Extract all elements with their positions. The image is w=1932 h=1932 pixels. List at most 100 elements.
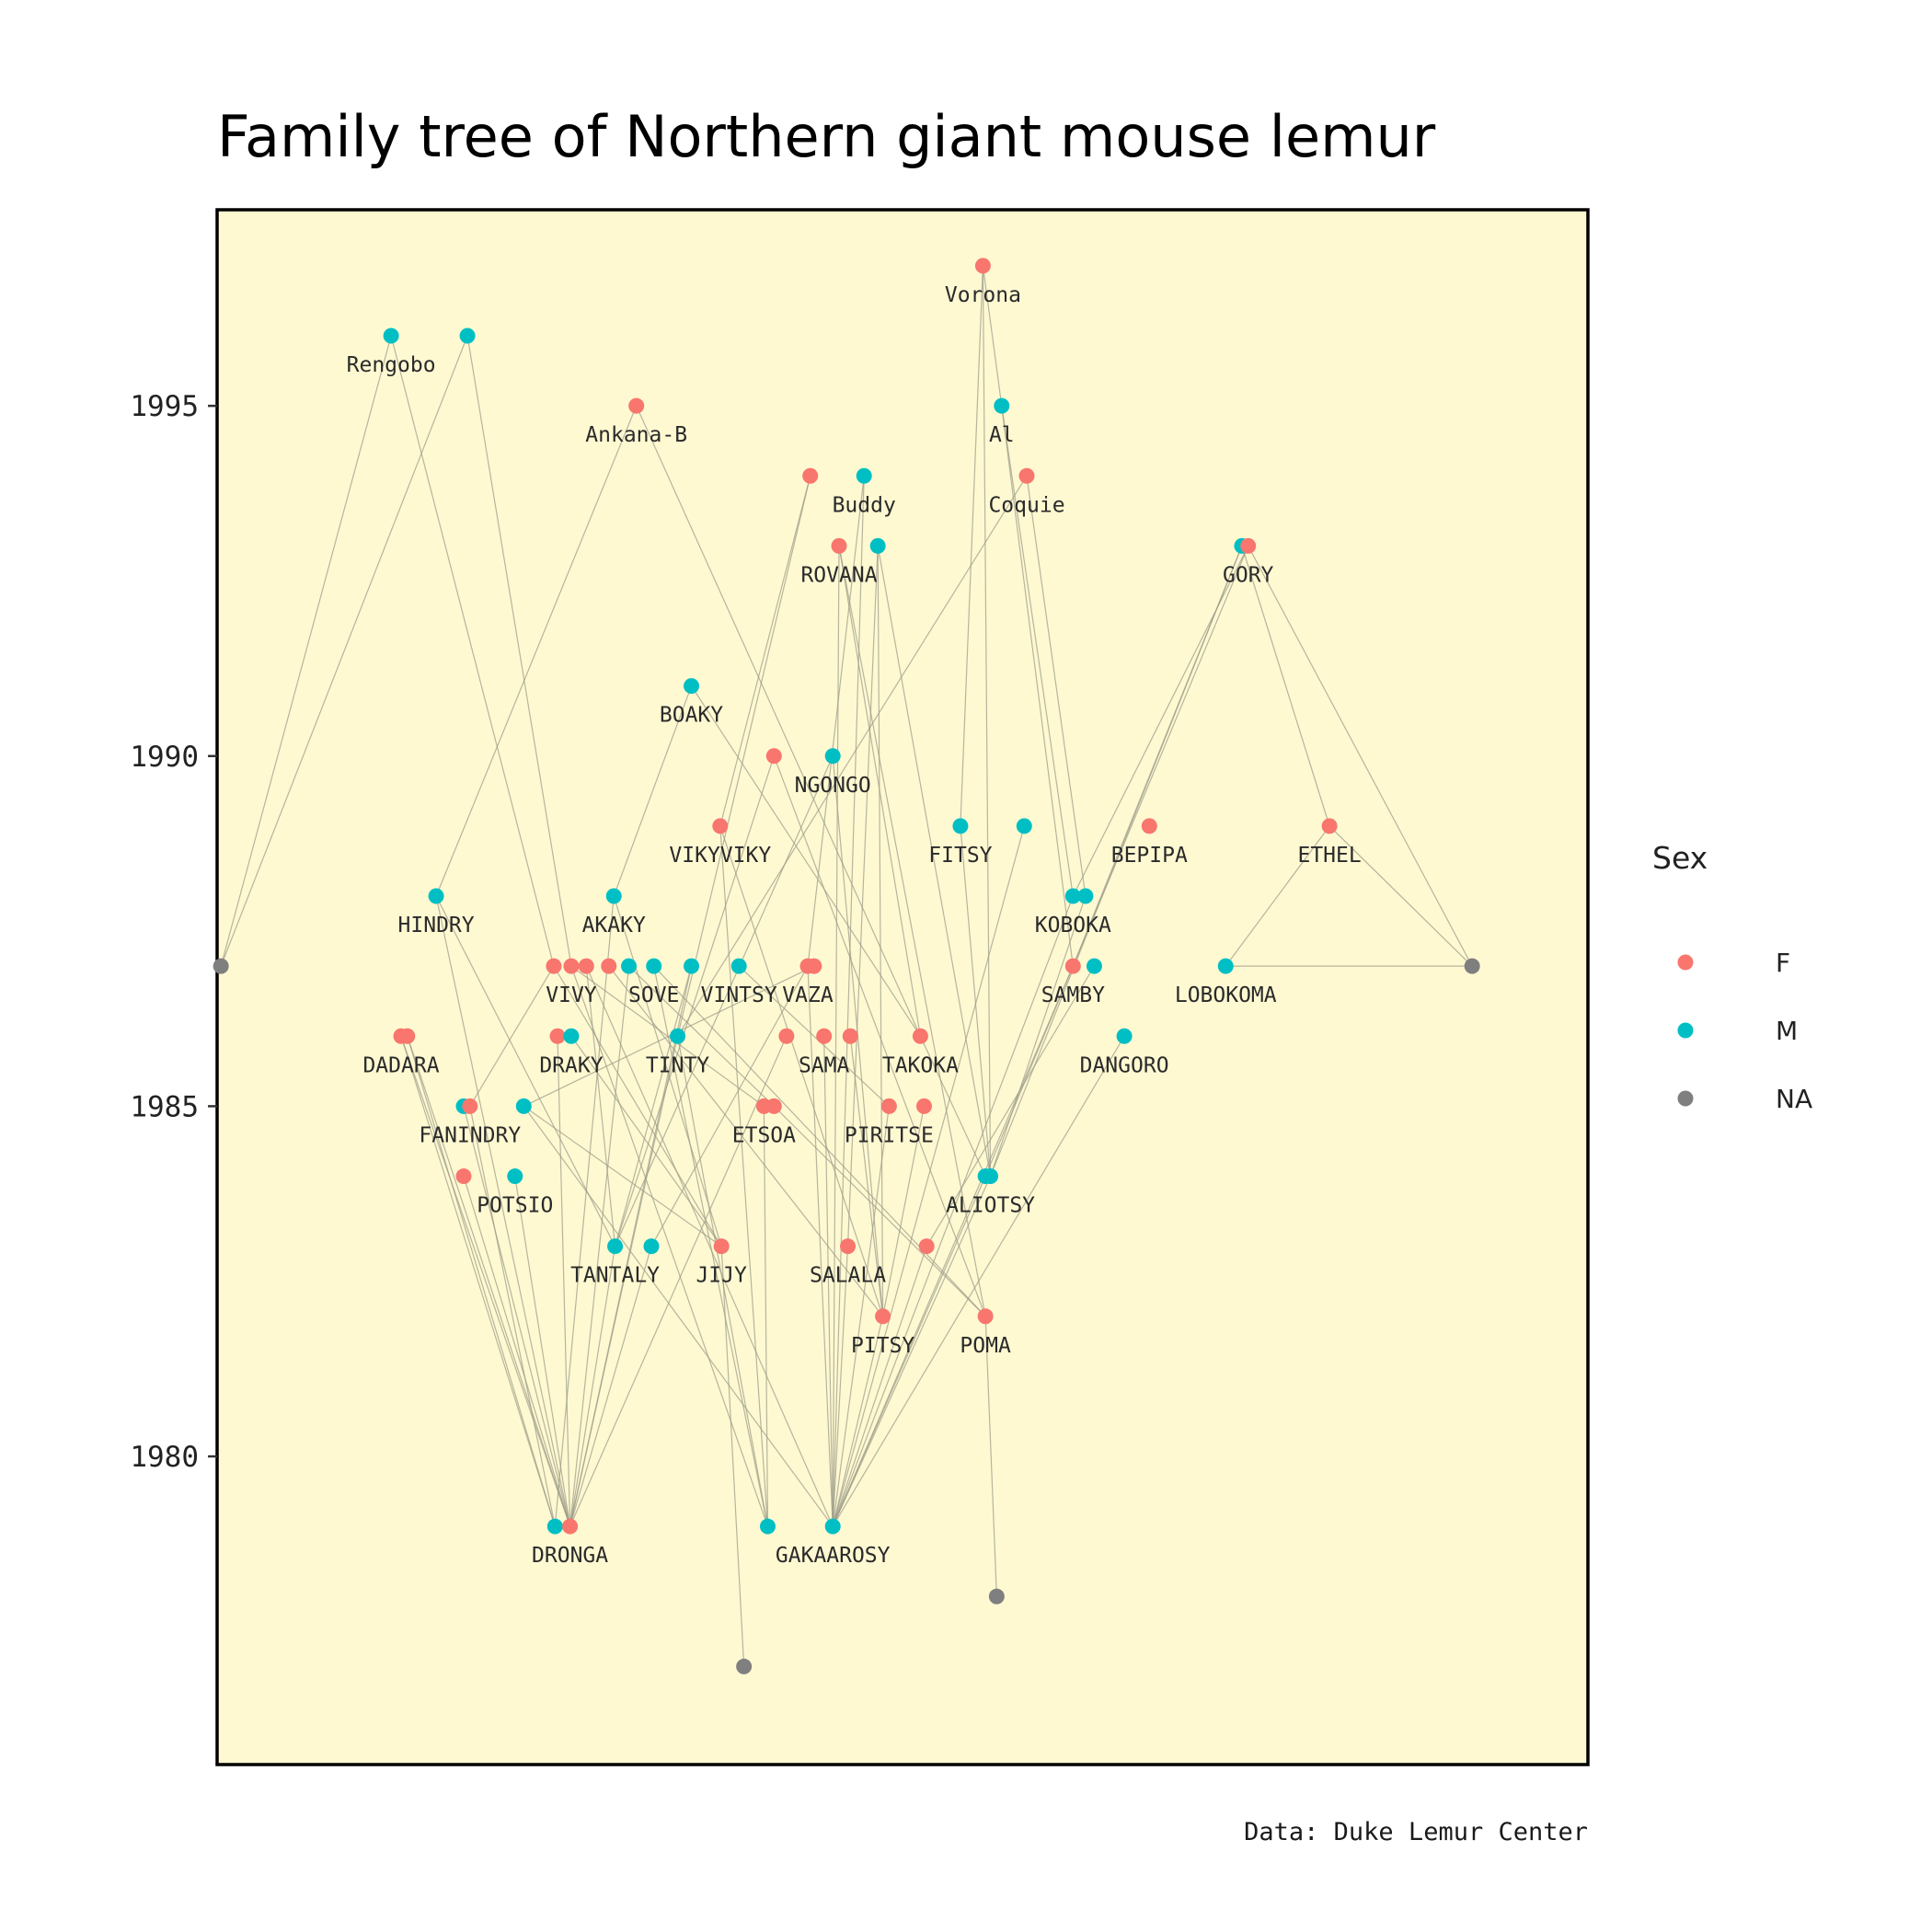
edge-ankana-takoka: [636, 405, 921, 1037]
edge-etsoa2-poma: [773, 1105, 986, 1317]
edge-draky-jijy: [570, 1035, 722, 1248]
node-bepipa: [1141, 818, 1157, 834]
node-label-draky: DRAKY: [539, 1053, 603, 1077]
edge-vikyviky-gakaa: [719, 825, 769, 1527]
node-label-fitsy: FITSY: [928, 844, 992, 868]
node-f_b: [802, 467, 819, 484]
node-aliotsy: [983, 1168, 999, 1185]
y-axis: 1980 1985 1990 1995: [130, 390, 217, 1474]
node-rovana: [831, 537, 847, 554]
node-koboka: [1064, 888, 1081, 904]
edge-f_p2-pitsy: [882, 1106, 926, 1317]
node-tantaly: [607, 1238, 624, 1255]
node-f_s1: [778, 1028, 795, 1044]
node-pitsy: [875, 1308, 891, 1325]
node-label-poma: POMA: [960, 1334, 1011, 1358]
edge-dadara-dronga: [400, 1036, 571, 1527]
edge-al-samby: [1001, 406, 1074, 967]
node-label-jijy: JIJY: [696, 1264, 747, 1288]
node-label-vikyviky: VIKYVIKY: [669, 844, 771, 868]
node-label-fanindry: FANINDRY: [419, 1123, 521, 1147]
node-label-coquie: Coquie: [988, 493, 1064, 517]
edge-vivy3-tantaly: [585, 966, 616, 1247]
y-tick-label-1985: 1985: [130, 1090, 199, 1123]
edge-gory_m-ethel: [1241, 546, 1330, 827]
node-poma: [977, 1308, 994, 1325]
node-draky_f: [549, 1028, 566, 1044]
legend-title: Sex: [1652, 840, 1708, 876]
edge-etsoa-gakaa: [763, 1106, 769, 1527]
node-label-ankana: Ankana-B: [585, 423, 687, 447]
legend-label-na: NA: [1776, 1084, 1812, 1114]
edge-vorona-aliotsy: [982, 265, 992, 1177]
y-tick-label-1980: 1980: [130, 1441, 199, 1474]
edge-ethel-lobokoma: [1225, 825, 1330, 967]
node-label-vorona: Vorona: [945, 283, 1021, 307]
label-layer: Vorona Rengobo Ankana-B Al Buddy Coquie ROVANA…: [347, 283, 1362, 1568]
edge-aliotsy_m-gakaarosy: [832, 1176, 986, 1527]
node-label-lobokoma: LOBOKOMA: [1175, 983, 1277, 1007]
node-akaky: [605, 888, 622, 904]
edge-aliotsy-gakaarosy: [832, 1176, 992, 1527]
edge-f_po-dronga: [463, 1176, 571, 1527]
node-ngongo: [824, 748, 841, 765]
edge-vorona-al: [982, 265, 1003, 407]
node-gakaa: [759, 1518, 776, 1535]
node-label-buddy: Buddy: [833, 493, 896, 517]
plot-panel: [215, 208, 1590, 1766]
edge-m_rov-aliotsy: [877, 546, 992, 1177]
edge-rengobo-vivy1: [390, 335, 555, 967]
node-label-dronga: DRONGA: [532, 1544, 608, 1568]
node-m_f3: [515, 1098, 532, 1114]
node-label-ngongo: NGONGO: [795, 774, 871, 798]
edge-rovana-gakaarosy: [832, 546, 840, 1527]
node-label-gory: GORY: [1223, 563, 1274, 587]
legend: Sex F M NA: [1652, 840, 1812, 1114]
node-label-salala: SALALA: [810, 1264, 886, 1288]
node-label-gakaarosy: GAKAAROSY: [776, 1544, 891, 1568]
edge-m_rov-pitsy: [877, 546, 884, 1317]
edge-tantaly-dronga: [569, 1246, 616, 1527]
edge-buddy-vaza: [807, 476, 865, 967]
edge-vivy1-fanindry: [469, 965, 555, 1107]
node-f_po: [455, 1168, 472, 1185]
edge-fitsy-aliotsy: [960, 825, 992, 1177]
edge-salala-gakaarosy: [832, 1246, 849, 1527]
node-f_s3: [842, 1028, 858, 1044]
node-piritse: [880, 1098, 897, 1114]
edge-dangoro-gakaarosy: [832, 1035, 1125, 1527]
edge-vivy1-jijy: [553, 965, 722, 1247]
node-label-etsoa: ETSOA: [732, 1123, 796, 1147]
node-m_rov: [869, 537, 886, 554]
node-dadara2: [399, 1028, 416, 1044]
node-m_r2: [459, 328, 476, 344]
node-label-ethel: ETHEL: [1297, 844, 1361, 868]
node-salala: [840, 1238, 857, 1255]
edge-m_f3-jijy: [523, 1105, 722, 1248]
edge-pitsy-gakaarosy: [832, 1316, 884, 1527]
edge-f_v4-pitsy: [608, 965, 884, 1317]
node-draky: [563, 1028, 580, 1044]
edge-f_s3-pitsy: [849, 1036, 884, 1317]
edge-vaza2-m_f3: [523, 965, 815, 1107]
legend-label-f: F: [1776, 948, 1790, 978]
node-na4: [736, 1658, 753, 1674]
chart-caption: Data: Duke Lemur Center: [1244, 1818, 1588, 1846]
node-label-akaky: AKAKY: [582, 914, 646, 937]
node-f_v4: [601, 958, 617, 974]
edge-coquie-tinty: [677, 475, 1028, 1037]
node-label-takoka: TAKOKA: [882, 1053, 959, 1077]
node-label-vaza: VAZA: [782, 983, 834, 1007]
edge-piritse-gakaarosy: [832, 1106, 890, 1527]
edge-hindry-tantaly: [435, 895, 616, 1247]
node-label-tinty: TINTY: [646, 1053, 709, 1077]
node-label-aliotsy: ALIOTSY: [946, 1194, 1035, 1218]
edge-vikyviky-pitsy: [719, 825, 884, 1317]
node-label-koboka: KOBOKA: [1035, 914, 1111, 937]
edge-tinty-gakaa: [676, 1036, 769, 1527]
node-label-bepipa: BEPIPA: [1111, 844, 1188, 868]
node-f_n: [765, 748, 782, 765]
node-fitsy: [952, 818, 969, 834]
node-label-sama: SAMA: [799, 1053, 850, 1077]
node-label-boaky: BOAKY: [660, 704, 723, 728]
